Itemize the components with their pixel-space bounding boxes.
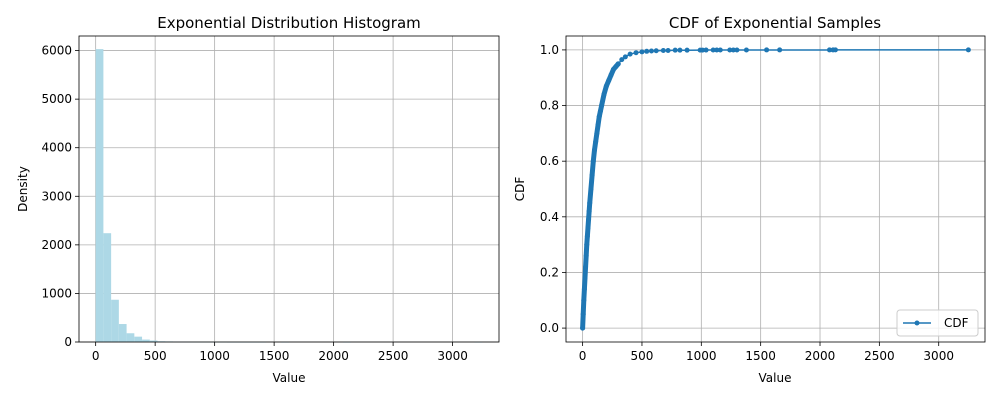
cdf-point [832,47,838,53]
y-tick-label: 5000 [41,92,72,106]
x-tick-label: 1000 [686,349,717,363]
x-tick-label: 1500 [745,349,776,363]
histogram-bar [111,299,119,342]
x-tick-label: 500 [144,349,167,363]
cdf-point [703,47,709,53]
x-tick-label: 2000 [805,349,836,363]
cdf-point [700,47,706,53]
cdf-x-label: Value [759,371,792,385]
cdf-point [827,47,833,53]
x-tick-label: 0 [92,349,100,363]
cdf-point [627,51,633,57]
cdf-chart: CDF of Exponential Samples 0 500 1000 1500 2… [513,14,986,385]
cdf-point [644,48,650,54]
cdf-point [648,48,654,54]
legend-box [896,309,979,337]
y-tick-label: 3000 [41,189,72,203]
y-tick-label: 4000 [41,141,72,155]
y-tick-label: 2000 [41,238,72,252]
cdf-point [622,54,628,60]
y-tick-label: 1.0 [540,43,559,57]
histogram-x-label: Value [273,371,306,385]
x-tick-label: 0 [579,349,587,363]
histogram-grid [79,36,499,343]
histogram-bar [118,324,127,342]
x-tick-label: 500 [631,349,654,363]
x-tick-label: 1000 [199,349,230,363]
histogram-chart: Exponential Distribution Histogram 0 500 1… [16,14,500,385]
cdf-axes-frame [565,35,986,343]
legend-marker-swatch [914,320,920,326]
y-tick-label: 0.2 [540,265,559,279]
cdf-point [764,47,770,53]
x-tick-label: 1500 [259,349,290,363]
x-tick-label: 3000 [437,349,468,363]
cdf-point [684,47,690,53]
cdf-point [633,50,639,56]
cdf-point [965,47,971,53]
histogram-y-label: Density [16,166,30,212]
cdf-point [717,47,723,53]
x-tick-label: 2500 [378,349,409,363]
cdf-point [672,47,678,53]
histogram-title: Exponential Distribution Histogram [157,14,421,32]
cdf-point [743,47,749,53]
histogram-bar [95,49,104,342]
cdf-legend: CDF [896,309,979,337]
cdf-point [619,57,625,63]
y-tick-label: 6000 [41,44,72,58]
histogram-bar [103,233,112,342]
x-tick-label: 2000 [318,349,349,363]
histogram-axes-frame [78,35,500,343]
y-tick-label: 0.4 [540,210,559,224]
y-tick-label: 0.8 [540,99,559,113]
histogram-bar [142,339,150,342]
cdf-y-label: CDF [513,177,527,202]
cdf-point [714,47,720,53]
cdf-point [734,47,740,53]
histogram-bar [126,333,135,342]
cdf-y-ticks: 0.0 0.2 0.4 0.6 0.8 1.0 [540,43,566,335]
cdf-point [777,47,783,53]
cdf-point [677,47,683,53]
histogram-x-ticks: 0 500 1000 1500 2000 2500 3000 [92,342,468,363]
histogram-bar [134,336,143,342]
x-tick-label: 3000 [923,349,954,363]
x-tick-label: 2500 [864,349,895,363]
y-tick-label: 1000 [41,286,72,300]
cdf-series-line [580,47,971,331]
y-tick-label: 0.0 [540,321,559,335]
y-tick-label: 0.6 [540,154,559,168]
y-tick-label: 0 [64,335,72,349]
cdf-point [639,49,645,55]
cdf-point [727,47,733,53]
cdf-point [665,47,671,53]
cdf-dense-markers [580,61,621,331]
cdf-point [730,47,736,53]
cdf-point [653,48,659,54]
histogram-bar [149,340,158,342]
histogram-y-ticks: 0 1000 2000 3000 4000 5000 6000 [41,44,79,349]
cdf-x-ticks: 0 500 1000 1500 2000 2500 3000 [579,342,954,363]
legend-label: CDF [944,316,969,330]
cdf-point [710,47,716,53]
cdf-point [660,47,666,53]
cdf-title: CDF of Exponential Samples [669,14,881,32]
